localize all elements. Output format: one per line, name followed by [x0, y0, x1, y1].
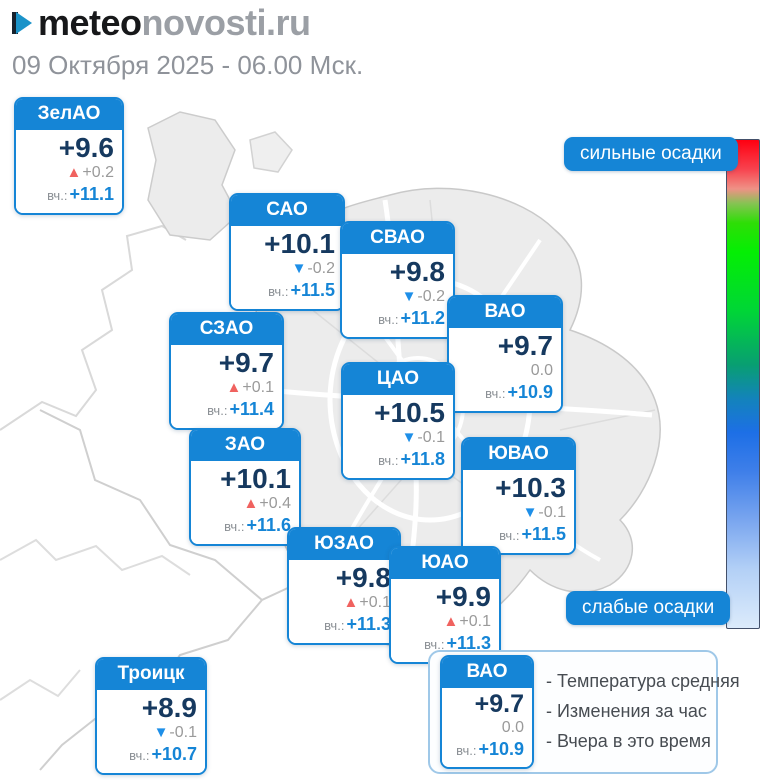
district-change: -0.1 — [417, 429, 445, 447]
district-yesterday: +11.5 — [521, 524, 566, 545]
district-name: СВАО — [342, 223, 453, 254]
district-card-troitsk[interactable]: Троицк +8.9 ▼-0.1 вч.: +10.7 — [95, 657, 207, 775]
yesterday-label: вч.: — [268, 284, 289, 300]
district-temp: +9.7 — [218, 347, 274, 378]
yesterday-label: вч.: — [224, 519, 245, 535]
logo-text-novosti: novosti.ru — [141, 2, 312, 43]
district-change: +0.2 — [82, 164, 114, 182]
trend-down-icon: ▼ — [153, 724, 169, 742]
precipitation-gradient-bar — [726, 139, 760, 629]
logo-text-meteo: meteo — [38, 2, 142, 43]
district-name: ЗАО — [191, 430, 299, 461]
district-name: САО — [231, 195, 343, 226]
district-yesterday: +11.1 — [69, 184, 114, 205]
yesterday-label: вч.: — [378, 453, 399, 469]
district-yesterday: +11.6 — [246, 515, 291, 536]
district-name: ЦАО — [343, 364, 453, 395]
district-card-vao[interactable]: ВАО +9.7 0.0 вч.: +10.9 — [447, 295, 563, 413]
district-change: 0.0 — [530, 362, 553, 380]
district-change: +0.1 — [242, 379, 274, 397]
legend-example-yesterday: +10.9 — [478, 738, 524, 759]
legend-line-temperature: - Температура средняя — [546, 671, 740, 692]
district-yesterday: +11.2 — [400, 308, 445, 329]
district-yesterday: +11.3 — [446, 633, 491, 654]
district-temp: +9.6 — [58, 132, 114, 163]
district-card-yuvao[interactable]: ЮВАО +10.3 ▼-0.1 вч.: +11.5 — [461, 437, 576, 555]
district-change: +0.1 — [359, 594, 391, 612]
district-temp: +9.7 — [497, 330, 553, 361]
trend-up-icon: ▲ — [443, 613, 459, 631]
yesterday-label: вч.: — [129, 748, 150, 764]
district-temp: +10.1 — [220, 463, 291, 494]
district-card-sao[interactable]: САО +10.1 ▼-0.2 вч.: +11.5 — [229, 193, 345, 311]
district-temp: +9.9 — [435, 581, 491, 612]
trend-down-icon: ▼ — [401, 429, 417, 447]
district-card-cao[interactable]: ЦАО +10.5 ▼-0.1 вч.: +11.8 — [341, 362, 455, 480]
district-name: ВАО — [449, 297, 561, 328]
district-name: ЮВАО — [463, 439, 574, 470]
district-card-szao[interactable]: СЗАО +9.7 ▲+0.1 вч.: +11.4 — [169, 312, 284, 430]
trend-up-icon: ▲ — [226, 379, 242, 397]
trend-up-icon: ▲ — [66, 164, 82, 182]
legend-example-card: ВАО +9.7 0.0 вч.: +10.9 — [440, 654, 534, 770]
trend-down-icon: ▼ — [401, 288, 417, 306]
district-temp: +9.8 — [389, 256, 445, 287]
trend-up-icon: ▲ — [243, 495, 259, 513]
site-logo[interactable]: meteo novosti.ru — [10, 2, 311, 44]
district-change: -0.2 — [307, 260, 335, 278]
district-yesterday: +11.8 — [400, 449, 445, 470]
district-change: -0.1 — [538, 504, 566, 522]
district-name: Троицк — [97, 659, 205, 690]
legend-box: ВАО +9.7 0.0 вч.: +10.9 - Температура сре… — [428, 650, 740, 774]
district-card-zao[interactable]: ЗАО +10.1 ▲+0.4 вч.: +11.6 — [189, 428, 301, 546]
trend-down-icon: ▼ — [522, 504, 538, 522]
date-time-label: 09 Октября 2025 - 06.00 Мск. — [12, 50, 364, 80]
district-change: -0.2 — [417, 288, 445, 306]
district-temp: +8.9 — [141, 692, 197, 723]
yesterday-label: вч.: — [47, 188, 68, 204]
yesterday-label: вч.: — [378, 312, 399, 328]
yesterday-label: вч.: — [424, 637, 445, 653]
district-temp: +10.1 — [264, 228, 335, 259]
district-card-yuao[interactable]: ЮАО +9.9 ▲+0.1 вч.: +11.3 — [389, 546, 501, 664]
yesterday-label: вч.: — [207, 403, 228, 419]
legend-line-yesterday: - Вчера в это время — [546, 730, 711, 751]
district-card-zelao[interactable]: ЗелАО +9.6 ▲+0.2 вч.: +11.1 — [14, 97, 124, 215]
district-card-yuzao[interactable]: ЮЗАО +9.8 ▲+0.1 вч.: +11.3 — [287, 527, 401, 645]
legend-line-change: - Изменения за час — [546, 701, 707, 722]
district-change: +0.1 — [459, 613, 491, 631]
yesterday-label: вч.: — [456, 742, 477, 758]
legend-descriptions: - Температура средняя - Изменения за час… — [546, 667, 740, 756]
strong-precipitation-label: сильные осадки — [564, 137, 738, 171]
district-yesterday: +10.7 — [151, 744, 197, 765]
district-yesterday: +10.9 — [507, 382, 553, 403]
district-yesterday: +11.4 — [229, 399, 274, 420]
trend-up-icon: ▲ — [343, 594, 359, 612]
yesterday-label: вч.: — [485, 386, 506, 402]
district-temp: +9.8 — [335, 562, 391, 593]
district-change: -0.1 — [169, 724, 197, 742]
district-card-svao[interactable]: СВАО +9.8 ▼-0.2 вч.: +11.2 — [340, 221, 455, 339]
district-name: ЮАО — [391, 548, 499, 579]
district-name: ЗелАО — [16, 99, 122, 130]
yesterday-label: вч.: — [499, 528, 520, 544]
legend-example-temp: +9.7 — [474, 689, 524, 718]
legend-example-name: ВАО — [442, 656, 532, 688]
district-yesterday: +11.5 — [290, 280, 335, 301]
district-temp: +10.5 — [374, 397, 445, 428]
trend-down-icon: ▼ — [291, 260, 307, 278]
district-name: СЗАО — [171, 314, 282, 345]
logo-chevron-icon — [10, 8, 36, 38]
district-change: +0.4 — [259, 495, 291, 513]
yesterday-label: вч.: — [324, 618, 345, 634]
weak-precipitation-label: слабые осадки — [566, 591, 731, 625]
district-temp: +10.3 — [495, 472, 566, 503]
district-name: ЮЗАО — [289, 529, 399, 560]
legend-example-change: 0.0 — [501, 718, 524, 736]
district-yesterday: +11.3 — [346, 614, 391, 635]
